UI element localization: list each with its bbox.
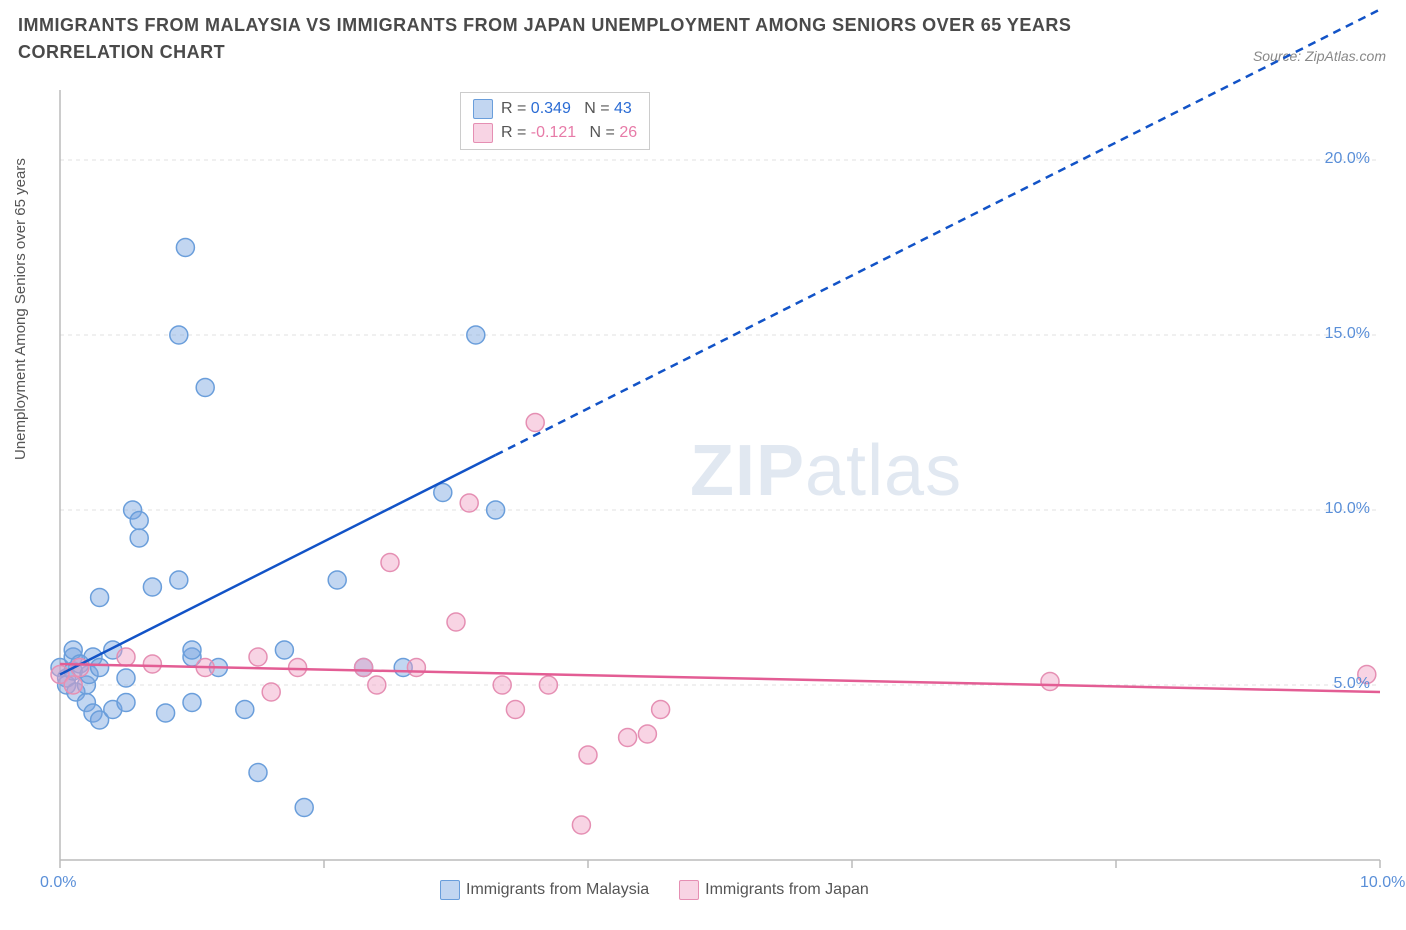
x-tick-label: 10.0% — [1360, 874, 1405, 892]
legend-swatch — [440, 880, 460, 900]
stat-row: R = -0.121 N = 26 — [473, 121, 637, 145]
y-tick-label: 15.0% — [1310, 325, 1370, 343]
scatter-chart — [0, 0, 1406, 930]
legend-swatch — [473, 99, 493, 119]
legend-label: Immigrants from Malaysia — [466, 881, 649, 898]
x-tick-label: 0.0% — [40, 874, 76, 892]
y-tick-label: 5.0% — [1310, 675, 1370, 693]
legend-item: Immigrants from Malaysia — [440, 880, 649, 900]
legend-swatch — [473, 123, 493, 143]
legend-swatch — [679, 880, 699, 900]
series-legend: Immigrants from Malaysia Immigrants from … — [440, 880, 899, 900]
legend-label: Immigrants from Japan — [705, 881, 869, 898]
correlation-stats-box: R = 0.349 N = 43R = -0.121 N = 26 — [460, 92, 650, 150]
stat-row: R = 0.349 N = 43 — [473, 97, 637, 121]
y-tick-label: 20.0% — [1310, 150, 1370, 168]
y-tick-label: 10.0% — [1310, 500, 1370, 518]
legend-item: Immigrants from Japan — [679, 880, 869, 900]
